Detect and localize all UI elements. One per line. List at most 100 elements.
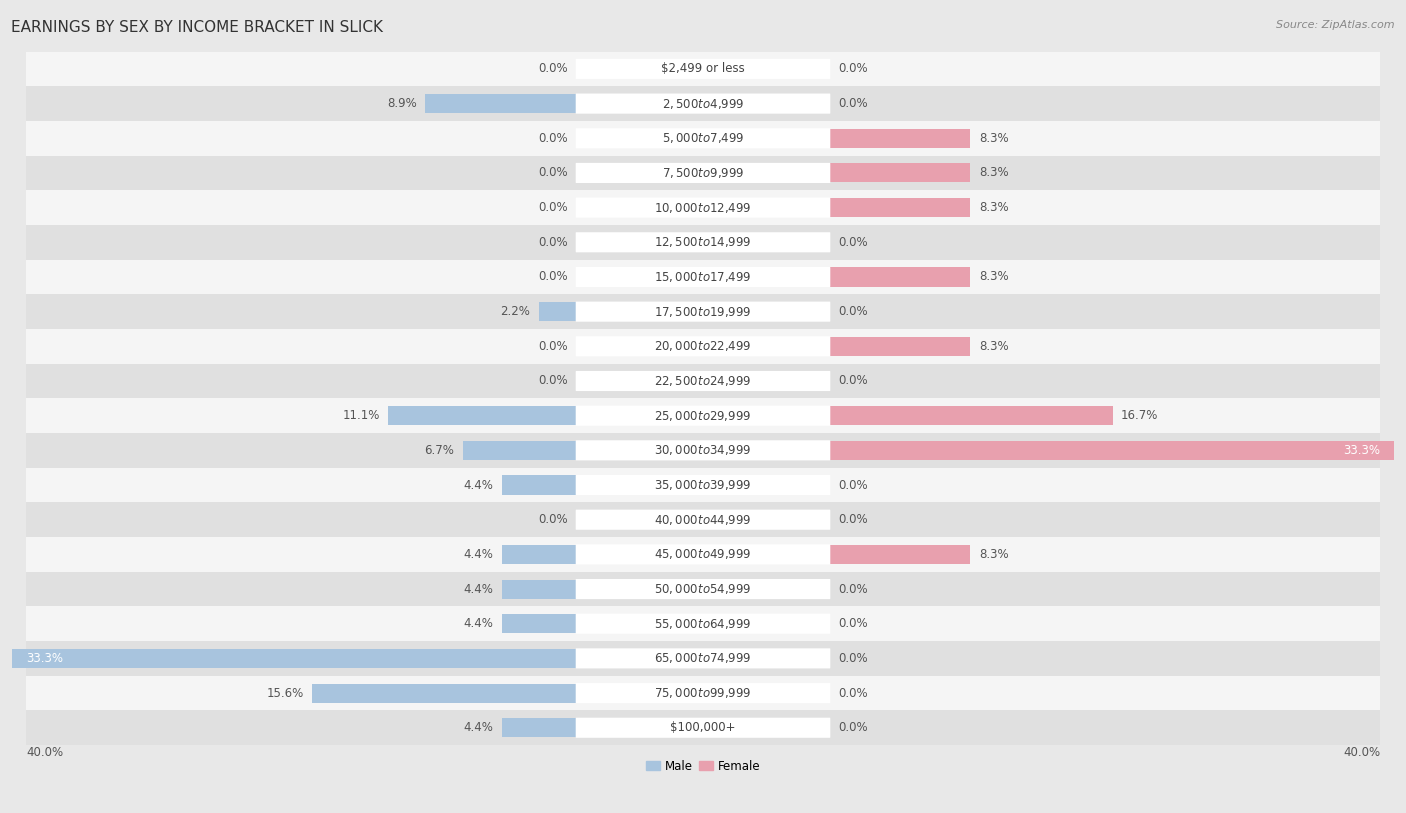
- Text: $35,000 to $39,999: $35,000 to $39,999: [654, 478, 752, 492]
- Text: $12,500 to $14,999: $12,500 to $14,999: [654, 235, 752, 250]
- Text: 8.3%: 8.3%: [979, 271, 1008, 284]
- Bar: [426, 94, 576, 113]
- FancyBboxPatch shape: [575, 441, 831, 460]
- Bar: [312, 684, 576, 702]
- Text: $40,000 to $44,999: $40,000 to $44,999: [654, 513, 752, 527]
- Text: 4.4%: 4.4%: [463, 479, 494, 492]
- Bar: [502, 718, 576, 737]
- Text: $75,000 to $99,999: $75,000 to $99,999: [654, 686, 752, 700]
- Bar: [830, 337, 970, 356]
- Text: 40.0%: 40.0%: [25, 746, 63, 759]
- Bar: [830, 545, 970, 564]
- FancyBboxPatch shape: [575, 267, 831, 287]
- Text: 0.0%: 0.0%: [538, 236, 568, 249]
- Bar: [25, 606, 1381, 641]
- Text: 0.0%: 0.0%: [838, 652, 868, 665]
- Bar: [25, 433, 1381, 467]
- Text: 8.3%: 8.3%: [979, 132, 1008, 145]
- Bar: [25, 121, 1381, 155]
- Legend: Male, Female: Male, Female: [641, 755, 765, 777]
- Text: Source: ZipAtlas.com: Source: ZipAtlas.com: [1277, 20, 1395, 30]
- FancyBboxPatch shape: [575, 198, 831, 218]
- Text: 0.0%: 0.0%: [538, 63, 568, 76]
- Bar: [25, 711, 1381, 745]
- Text: 40.0%: 40.0%: [1343, 746, 1381, 759]
- Text: 0.0%: 0.0%: [538, 167, 568, 180]
- Bar: [502, 476, 576, 494]
- FancyBboxPatch shape: [575, 406, 831, 426]
- FancyBboxPatch shape: [575, 371, 831, 391]
- Text: 0.0%: 0.0%: [838, 686, 868, 699]
- FancyBboxPatch shape: [575, 163, 831, 183]
- Text: 4.4%: 4.4%: [463, 721, 494, 734]
- Bar: [502, 614, 576, 633]
- Text: $65,000 to $74,999: $65,000 to $74,999: [654, 651, 752, 665]
- Text: 4.4%: 4.4%: [463, 617, 494, 630]
- Text: $2,500 to $4,999: $2,500 to $4,999: [662, 97, 744, 111]
- Text: $20,000 to $22,499: $20,000 to $22,499: [654, 339, 752, 354]
- Text: 0.0%: 0.0%: [838, 583, 868, 596]
- Bar: [25, 537, 1381, 572]
- Bar: [25, 155, 1381, 190]
- Bar: [388, 406, 576, 425]
- Text: 0.0%: 0.0%: [538, 201, 568, 214]
- Text: 0.0%: 0.0%: [838, 305, 868, 318]
- Text: 33.3%: 33.3%: [1343, 444, 1381, 457]
- Text: 6.7%: 6.7%: [425, 444, 454, 457]
- Bar: [463, 441, 576, 460]
- Bar: [830, 441, 1393, 460]
- Text: 4.4%: 4.4%: [463, 583, 494, 596]
- Text: 33.3%: 33.3%: [25, 652, 63, 665]
- Bar: [25, 259, 1381, 294]
- Bar: [830, 198, 970, 217]
- Text: 16.7%: 16.7%: [1121, 409, 1159, 422]
- Text: $7,500 to $9,999: $7,500 to $9,999: [662, 166, 744, 180]
- Text: $17,500 to $19,999: $17,500 to $19,999: [654, 305, 752, 319]
- Bar: [25, 502, 1381, 537]
- Text: 8.9%: 8.9%: [387, 97, 418, 110]
- Text: 8.3%: 8.3%: [979, 548, 1008, 561]
- Text: 11.1%: 11.1%: [342, 409, 380, 422]
- Text: 2.2%: 2.2%: [501, 305, 530, 318]
- FancyBboxPatch shape: [575, 614, 831, 634]
- FancyBboxPatch shape: [575, 128, 831, 148]
- Text: $2,499 or less: $2,499 or less: [661, 63, 745, 76]
- Text: 8.3%: 8.3%: [979, 201, 1008, 214]
- Bar: [538, 302, 576, 321]
- Bar: [830, 267, 970, 286]
- Bar: [502, 545, 576, 564]
- Bar: [13, 649, 576, 668]
- FancyBboxPatch shape: [575, 302, 831, 322]
- Text: $100,000+: $100,000+: [671, 721, 735, 734]
- Text: 0.0%: 0.0%: [538, 132, 568, 145]
- FancyBboxPatch shape: [575, 718, 831, 738]
- Text: 0.0%: 0.0%: [838, 721, 868, 734]
- FancyBboxPatch shape: [575, 648, 831, 668]
- Text: 0.0%: 0.0%: [538, 375, 568, 388]
- Bar: [25, 467, 1381, 502]
- Text: $50,000 to $54,999: $50,000 to $54,999: [654, 582, 752, 596]
- FancyBboxPatch shape: [575, 337, 831, 356]
- FancyBboxPatch shape: [575, 233, 831, 252]
- Text: EARNINGS BY SEX BY INCOME BRACKET IN SLICK: EARNINGS BY SEX BY INCOME BRACKET IN SLI…: [11, 20, 384, 35]
- Text: $55,000 to $64,999: $55,000 to $64,999: [654, 617, 752, 631]
- Text: $25,000 to $29,999: $25,000 to $29,999: [654, 409, 752, 423]
- Bar: [25, 363, 1381, 398]
- Text: $15,000 to $17,499: $15,000 to $17,499: [654, 270, 752, 284]
- Bar: [25, 641, 1381, 676]
- Bar: [25, 86, 1381, 121]
- Bar: [25, 398, 1381, 433]
- Text: 0.0%: 0.0%: [838, 375, 868, 388]
- Text: 15.6%: 15.6%: [266, 686, 304, 699]
- FancyBboxPatch shape: [575, 579, 831, 599]
- Bar: [25, 225, 1381, 259]
- Text: 0.0%: 0.0%: [838, 513, 868, 526]
- Text: 0.0%: 0.0%: [838, 479, 868, 492]
- Text: 0.0%: 0.0%: [838, 97, 868, 110]
- Text: 8.3%: 8.3%: [979, 167, 1008, 180]
- Text: $5,000 to $7,499: $5,000 to $7,499: [662, 131, 744, 146]
- Bar: [830, 163, 970, 182]
- Text: 0.0%: 0.0%: [538, 271, 568, 284]
- Bar: [25, 676, 1381, 711]
- Text: 0.0%: 0.0%: [838, 63, 868, 76]
